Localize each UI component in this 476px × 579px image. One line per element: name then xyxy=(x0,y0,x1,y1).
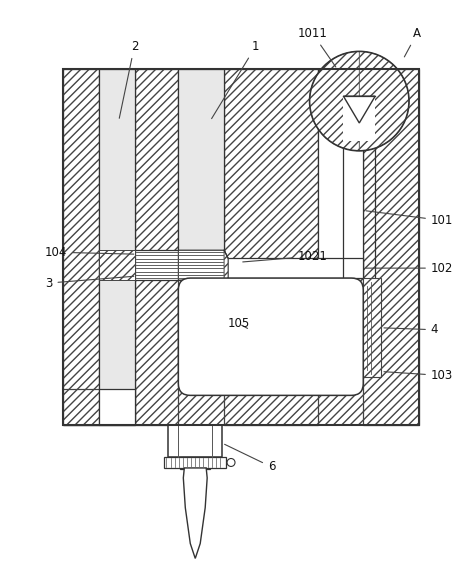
Bar xyxy=(224,69,317,425)
Bar xyxy=(99,390,135,425)
Bar xyxy=(363,278,381,378)
Polygon shape xyxy=(343,96,375,123)
Bar xyxy=(99,69,135,425)
Bar xyxy=(99,250,135,280)
Text: 105: 105 xyxy=(228,317,250,330)
Bar xyxy=(317,69,363,278)
Text: 104: 104 xyxy=(45,245,134,259)
Bar xyxy=(164,457,226,468)
Text: 1011: 1011 xyxy=(298,27,336,67)
Bar xyxy=(63,69,419,425)
Circle shape xyxy=(227,459,235,467)
Bar xyxy=(63,390,99,425)
Text: 3: 3 xyxy=(45,276,134,290)
Wedge shape xyxy=(359,52,409,151)
Text: 1021: 1021 xyxy=(243,250,327,263)
Circle shape xyxy=(309,52,409,151)
Text: 2: 2 xyxy=(119,40,138,118)
Bar xyxy=(180,457,210,469)
Bar xyxy=(169,425,222,457)
Wedge shape xyxy=(309,52,359,151)
Polygon shape xyxy=(178,250,228,280)
Bar xyxy=(135,69,178,425)
Text: 6: 6 xyxy=(225,444,275,474)
Polygon shape xyxy=(183,468,207,558)
Bar xyxy=(63,69,99,425)
Bar xyxy=(63,69,419,425)
Polygon shape xyxy=(224,250,228,280)
Bar xyxy=(363,69,419,425)
Bar xyxy=(343,96,375,141)
Text: 1: 1 xyxy=(212,40,259,119)
Text: 103: 103 xyxy=(384,369,453,382)
Text: 101: 101 xyxy=(366,211,453,227)
Bar xyxy=(135,250,224,280)
Bar xyxy=(178,425,212,435)
Bar xyxy=(178,258,363,278)
Text: 102: 102 xyxy=(366,262,453,274)
Text: A: A xyxy=(404,27,421,57)
FancyBboxPatch shape xyxy=(178,278,363,395)
Bar xyxy=(178,69,224,252)
Text: 4: 4 xyxy=(384,323,438,336)
